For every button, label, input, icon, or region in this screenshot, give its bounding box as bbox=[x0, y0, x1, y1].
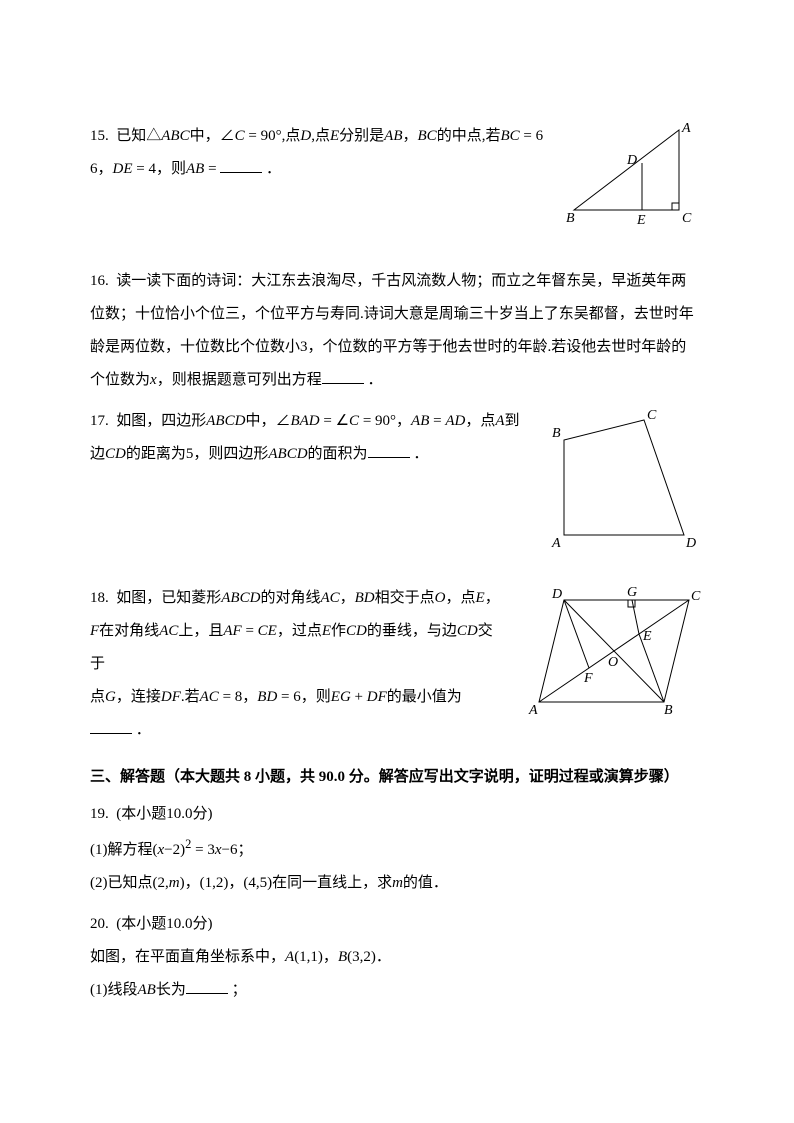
svg-text:A: A bbox=[528, 703, 538, 718]
svg-text:F: F bbox=[583, 671, 593, 686]
svg-text:C: C bbox=[647, 408, 657, 423]
triangle-abc-icon: A B C D E bbox=[564, 120, 704, 230]
svg-text:B: B bbox=[664, 703, 673, 718]
svg-text:A: A bbox=[551, 536, 561, 551]
rhombus-abcd-icon: A B C D E F G O bbox=[524, 582, 704, 722]
svg-text:C: C bbox=[691, 589, 701, 604]
question-17-text: 17. 如图，四边形ABCD中，∠BAD = ∠C = 90°，AB = AD，… bbox=[90, 405, 524, 471]
q16-num: 16. bbox=[90, 273, 109, 289]
blank-18 bbox=[90, 719, 132, 734]
svg-text:E: E bbox=[642, 629, 652, 644]
q17-num: 17. bbox=[90, 413, 109, 429]
question-19: 19. (本小题10.0分) (1)解方程(x−2)2 = 3x−6； (2)已… bbox=[90, 798, 704, 900]
figure-17: A B C D bbox=[544, 405, 704, 568]
svg-text:D: D bbox=[685, 536, 696, 551]
svg-text:A: A bbox=[681, 121, 691, 136]
svg-text:B: B bbox=[566, 211, 575, 226]
figure-15: A B C D E bbox=[564, 120, 704, 243]
question-18: 18. 如图，已知菱形ABCD的对角线AC，BD相交于点O，点E， F在对角线A… bbox=[90, 582, 704, 747]
svg-text:D: D bbox=[626, 153, 637, 168]
blank-17 bbox=[368, 443, 410, 458]
svg-text:O: O bbox=[608, 655, 618, 670]
q18-num: 18. bbox=[90, 590, 109, 606]
question-15-text: 15. 已知△ABC中，∠C = 90°,点D,点E分别是AB，BC的中点,若B… bbox=[90, 120, 544, 186]
question-16: 16. 读一读下面的诗词：大江东去浪淘尽，千古风流数人物；而立之年督东吴，早逝英… bbox=[90, 265, 704, 397]
question-15: 15. 已知△ABC中，∠C = 90°,点D,点E分别是AB，BC的中点,若B… bbox=[90, 120, 704, 243]
figure-18: A B C D E F G O bbox=[524, 582, 704, 735]
svg-text:B: B bbox=[552, 426, 561, 441]
question-17: 17. 如图，四边形ABCD中，∠BAD = ∠C = 90°，AB = AD，… bbox=[90, 405, 704, 568]
svg-text:C: C bbox=[682, 211, 692, 226]
q20-num: 20. bbox=[90, 916, 109, 932]
blank-15 bbox=[220, 158, 262, 173]
section-3-title: 三、解答题（本大题共 8 小题，共 90.0 分。解答应写出文字说明，证明过程或… bbox=[90, 761, 704, 794]
question-20: 20. (本小题10.0分) 如图，在平面直角坐标系中，A(1,1)，B(3,2… bbox=[90, 908, 704, 1007]
blank-20 bbox=[186, 979, 228, 994]
question-18-text: 18. 如图，已知菱形ABCD的对角线AC，BD相交于点O，点E， F在对角线A… bbox=[90, 582, 504, 747]
blank-16 bbox=[322, 369, 364, 384]
q15-num: 15. bbox=[90, 128, 109, 144]
svg-text:E: E bbox=[636, 213, 646, 228]
q19-num: 19. bbox=[90, 806, 109, 822]
quadrilateral-abcd-icon: A B C D bbox=[544, 405, 704, 555]
svg-text:D: D bbox=[551, 587, 562, 602]
svg-text:G: G bbox=[627, 585, 637, 600]
